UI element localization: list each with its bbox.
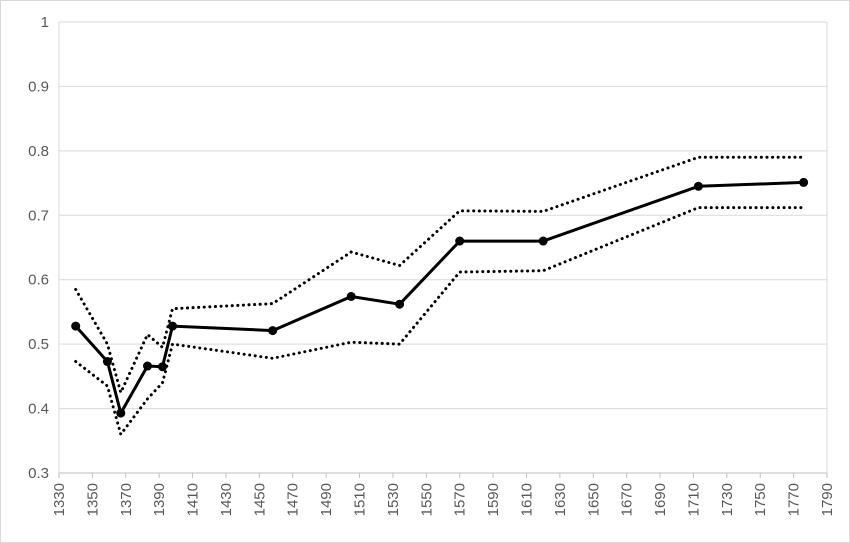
x-tick-label: 1510 <box>352 483 369 516</box>
series-group <box>71 155 809 436</box>
y-tick-label: 0.4 <box>28 401 49 418</box>
x-tick-label: 1490 <box>318 483 335 516</box>
data-point-marker <box>455 236 465 246</box>
x-tick-label: 1550 <box>418 483 435 516</box>
data-point-marker <box>71 321 81 331</box>
x-tick-label: 1350 <box>84 483 101 516</box>
data-point-marker <box>538 236 548 246</box>
x-tick-label: 1390 <box>151 483 168 516</box>
x-tick-label: 1410 <box>185 483 202 516</box>
x-tick-label: 1450 <box>251 483 268 516</box>
x-tick-label: 1470 <box>285 483 302 516</box>
x-tick-label: 1770 <box>786 483 803 516</box>
x-tick-label: 1370 <box>118 483 135 516</box>
data-point-marker <box>102 357 112 367</box>
x-tick-label: 1530 <box>385 483 402 516</box>
x-tick-label: 1650 <box>585 483 602 516</box>
gridlines <box>59 21 827 474</box>
x-tick-label: 1750 <box>752 483 769 516</box>
y-tick-label: 0.3 <box>28 465 49 482</box>
x-tick-label: 1730 <box>719 483 736 516</box>
x-tick-label: 1630 <box>552 483 569 516</box>
y-tick-label: 0.7 <box>28 207 49 224</box>
y-tick-label: 0.8 <box>28 143 49 160</box>
x-tick-label: 1690 <box>652 483 669 516</box>
x-tick-label: 1590 <box>485 483 502 516</box>
x-tick-label: 1790 <box>819 483 836 516</box>
x-axis-tick-labels: 1330 1350 1370 1390 1410 1430 1450 1470 1490 1510… <box>51 483 836 516</box>
data-point-marker <box>346 291 356 301</box>
upper-bound-line <box>74 155 806 394</box>
data-point-marker <box>395 299 405 309</box>
data-point-marker <box>693 181 703 191</box>
data-point-marker <box>168 321 178 331</box>
data-point-marker <box>116 408 126 418</box>
x-tick-label: 1430 <box>218 483 235 516</box>
data-point-marker <box>268 326 278 336</box>
x-tick-label: 1570 <box>452 483 469 516</box>
x-tick-label: 1330 <box>51 483 68 516</box>
y-tick-label: 0.9 <box>28 78 49 95</box>
data-point-marker <box>142 361 152 371</box>
data-point-marker <box>158 362 168 372</box>
x-tick-label: 1670 <box>619 483 636 516</box>
axes <box>58 22 828 478</box>
y-tick-label: 0.5 <box>28 336 49 353</box>
y-axis-tick-labels: 0.3 0.4 0.5 0.6 0.7 0.8 0.9 1 <box>28 14 49 482</box>
x-tick-label: 1710 <box>685 483 702 516</box>
y-tick-label: 1 <box>41 14 49 31</box>
lower-bound-line <box>74 206 806 436</box>
y-tick-label: 0.6 <box>28 272 49 289</box>
data-point-marker <box>799 177 809 187</box>
x-tick-label: 1610 <box>518 483 535 516</box>
